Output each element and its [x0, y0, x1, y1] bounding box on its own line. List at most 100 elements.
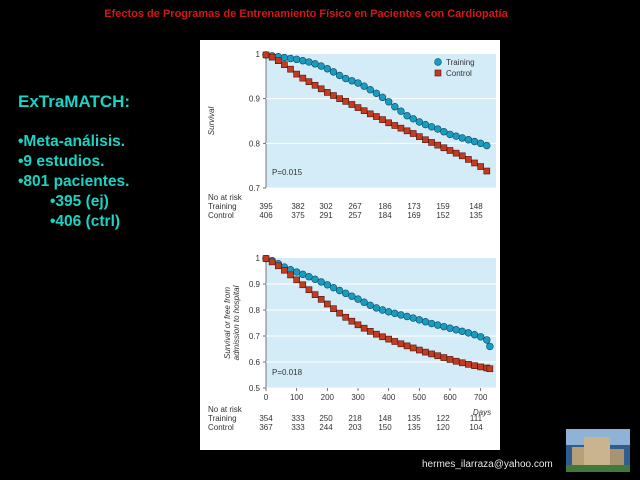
chart2-x-axis-label: Days	[473, 408, 491, 417]
chart2-y-tick-label: 0.8	[249, 306, 261, 315]
chart1-at-risk-title: No at risk	[208, 193, 243, 202]
chart1-at-risk-value: 173	[407, 202, 421, 211]
chart2-point-control	[391, 338, 399, 345]
chart1-point-training	[452, 132, 460, 140]
chart1-point-control	[385, 119, 392, 127]
chart1-at-risk-value: 291	[319, 211, 333, 220]
chart2-point-training	[342, 289, 350, 298]
chart2-point-control	[348, 317, 356, 325]
footer-email[interactable]: hermes_ilarraza@yahoo.com	[422, 459, 553, 470]
chart2-point-training	[317, 278, 325, 286]
chart1-point-control	[348, 101, 356, 108]
chart2-point-control	[336, 309, 343, 317]
chart2-point-training	[378, 306, 387, 314]
chart2-point-control	[422, 348, 429, 356]
bullet-studies: •9 estudios.	[18, 153, 105, 170]
chart1-y-tick-label: 0.7	[249, 184, 261, 193]
chart2-y-axis-label: Survival or free from	[223, 287, 232, 359]
chart2-y-tick-label: 0.9	[249, 280, 261, 289]
chart2-point-training	[299, 270, 307, 279]
chart2-point-training	[366, 301, 374, 310]
chart2-point-control	[262, 255, 270, 262]
chart1-at-risk-value: 395	[259, 202, 273, 211]
chart1-point-control	[299, 74, 307, 82]
chart2-y-tick-label: 0.6	[249, 358, 261, 367]
chart1-point-training	[311, 60, 319, 68]
chart1-point-control	[268, 53, 276, 61]
chart2-point-control	[360, 324, 368, 332]
chart1-legend-label-control: Control	[446, 69, 472, 78]
chart1-point-training	[476, 139, 485, 148]
chart1-point-control	[465, 156, 472, 163]
chart2-p-value: P=0.018	[272, 368, 303, 377]
chart1-point-control	[336, 95, 343, 102]
chart2-point-training	[323, 281, 332, 289]
chart1-legend-label-training: Training	[446, 58, 475, 67]
chart1-point-training	[366, 86, 374, 94]
chart2-plot-area	[266, 258, 496, 388]
chart2-point-control	[324, 300, 331, 308]
chart2-point-control	[452, 357, 460, 365]
chart2-point-training	[335, 286, 344, 295]
chart2-point-training	[476, 333, 485, 341]
chart2-point-control	[465, 361, 472, 368]
chart1-at-risk-value: 406	[259, 211, 273, 220]
chart1-point-control	[366, 110, 374, 118]
chart1-point-control	[274, 57, 282, 65]
chart1-point-training	[440, 128, 448, 136]
chart2-point-training	[470, 331, 479, 339]
chart2-at-risk-value: 111	[470, 414, 483, 423]
chart2-point-control	[317, 296, 325, 303]
chart1-y-tick-label: 0.9	[249, 95, 261, 104]
chart2-point-control	[379, 333, 386, 341]
chart2-point-control	[458, 359, 466, 367]
chart1-point-control	[397, 124, 405, 132]
chart2-point-training	[440, 322, 448, 331]
chart2-point-training	[397, 311, 405, 319]
chart1-at-risk-label-control: Control	[208, 211, 234, 220]
chart1-point-control	[391, 122, 399, 129]
chart1-legend-marker-control	[434, 69, 442, 77]
chart2-point-training	[427, 319, 436, 328]
chart2-point-training	[415, 316, 424, 324]
chart1-point-training	[391, 103, 399, 111]
chart1-y-tick-label: 1	[256, 50, 261, 59]
chart2-point-training	[464, 329, 473, 337]
chart2-point-training	[483, 336, 491, 344]
chart2-point-control	[416, 346, 423, 354]
chart1-point-control	[317, 85, 325, 93]
chart1-point-control	[330, 92, 337, 99]
chart2-x-tick-label: 0	[264, 393, 269, 402]
chart1-point-control	[440, 144, 448, 152]
chart2-point-control	[428, 350, 435, 358]
chart2-point-control	[397, 340, 405, 348]
chart1-at-risk-value: 186	[378, 202, 392, 211]
chart1-point-training	[323, 65, 332, 73]
hospital-photo	[566, 429, 630, 472]
chart2-point-control	[311, 291, 319, 298]
chart2-at-risk-value: 367	[259, 423, 273, 432]
chart2-point-training	[354, 295, 362, 303]
chart1-point-training	[446, 130, 454, 139]
chart1-point-control	[446, 147, 454, 154]
chart1-y-axis-label: Survival	[207, 107, 216, 136]
chart2-point-training	[384, 308, 393, 316]
chart2-point-control	[287, 271, 294, 279]
chart2-point-control	[299, 281, 307, 289]
chart1-at-risk-value: 152	[436, 211, 450, 220]
chart1-point-control	[409, 130, 417, 137]
chart1-point-training	[372, 89, 381, 98]
chart2-point-training	[305, 273, 313, 281]
summary-text: ExTraMATCH: •Meta-análisis. •9 estudios.…	[18, 92, 130, 232]
chart2-point-control	[373, 330, 380, 338]
chart1-point-training	[470, 137, 479, 146]
chart2-point-training	[446, 324, 454, 332]
chart2-at-risk-value: 218	[348, 414, 362, 423]
slide-title: Efectos de Programas de Entrenamiento Fí…	[104, 8, 508, 20]
chart1-point-training	[397, 107, 405, 115]
chart2-at-risk-value: 135	[407, 414, 421, 423]
chart1-point-training	[280, 53, 289, 62]
chart2-x-tick-label: 100	[290, 393, 304, 402]
chart1-point-training	[378, 93, 387, 102]
chart2-at-risk-value: 354	[259, 414, 273, 423]
